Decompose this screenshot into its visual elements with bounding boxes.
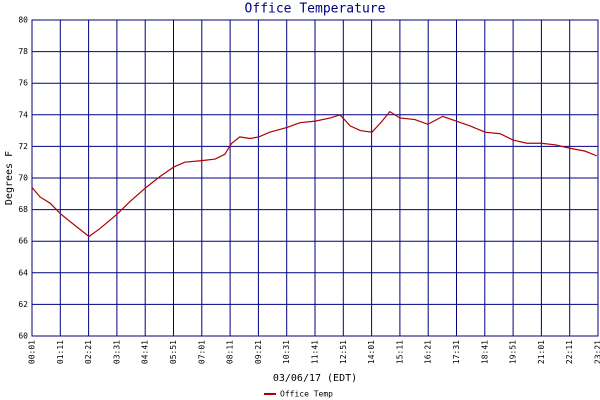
y-tick-label: 64 [18, 268, 28, 277]
x-tick-label: 23:21 [594, 340, 600, 364]
x-tick-label: 01:11 [56, 340, 65, 364]
x-tick-label: 10:31 [282, 340, 291, 364]
x-tick-label: 19:51 [509, 340, 518, 364]
y-tick-label: 62 [18, 300, 28, 309]
x-tick-label: 04:41 [141, 340, 150, 364]
x-tick-label: 09:21 [254, 340, 263, 364]
x-tick-label: 11:41 [311, 340, 320, 364]
y-tick-label: 68 [18, 205, 28, 214]
chart-title: Office Temperature [245, 2, 386, 17]
y-tick-label: 78 [18, 47, 28, 56]
x-tick-label: 05:51 [169, 340, 178, 364]
x-tick-label: 02:21 [84, 340, 93, 364]
x-tick-label: 00:01 [28, 340, 37, 364]
x-tick-label: 07:01 [197, 340, 206, 364]
x-tick-label: 03:31 [112, 340, 121, 364]
y-tick-label: 72 [18, 142, 28, 151]
y-tick-label: 60 [18, 332, 28, 341]
legend-label: Office Temp [280, 390, 333, 399]
x-axis-label: 03/06/17 (EDT) [273, 373, 357, 384]
y-tick-label: 70 [18, 174, 28, 183]
y-tick-label: 80 [18, 16, 28, 25]
x-tick-label: 22:11 [565, 340, 574, 364]
x-tick-label: 17:31 [452, 340, 461, 364]
x-tick-label: 08:11 [226, 340, 235, 364]
y-tick-label: 76 [18, 79, 28, 88]
y-tick-label: 74 [18, 110, 28, 119]
y-tick-label: 66 [18, 237, 28, 246]
x-tick-label: 21:01 [537, 340, 546, 364]
y-axis-label: Degrees F [4, 151, 15, 205]
x-tick-label: 15:11 [395, 340, 404, 364]
x-tick-label: 16:21 [424, 340, 433, 364]
x-tick-label: 12:51 [339, 340, 348, 364]
x-tick-label: 14:01 [367, 340, 376, 364]
data-line [31, 110, 598, 238]
x-tick-label: 18:41 [480, 340, 489, 364]
